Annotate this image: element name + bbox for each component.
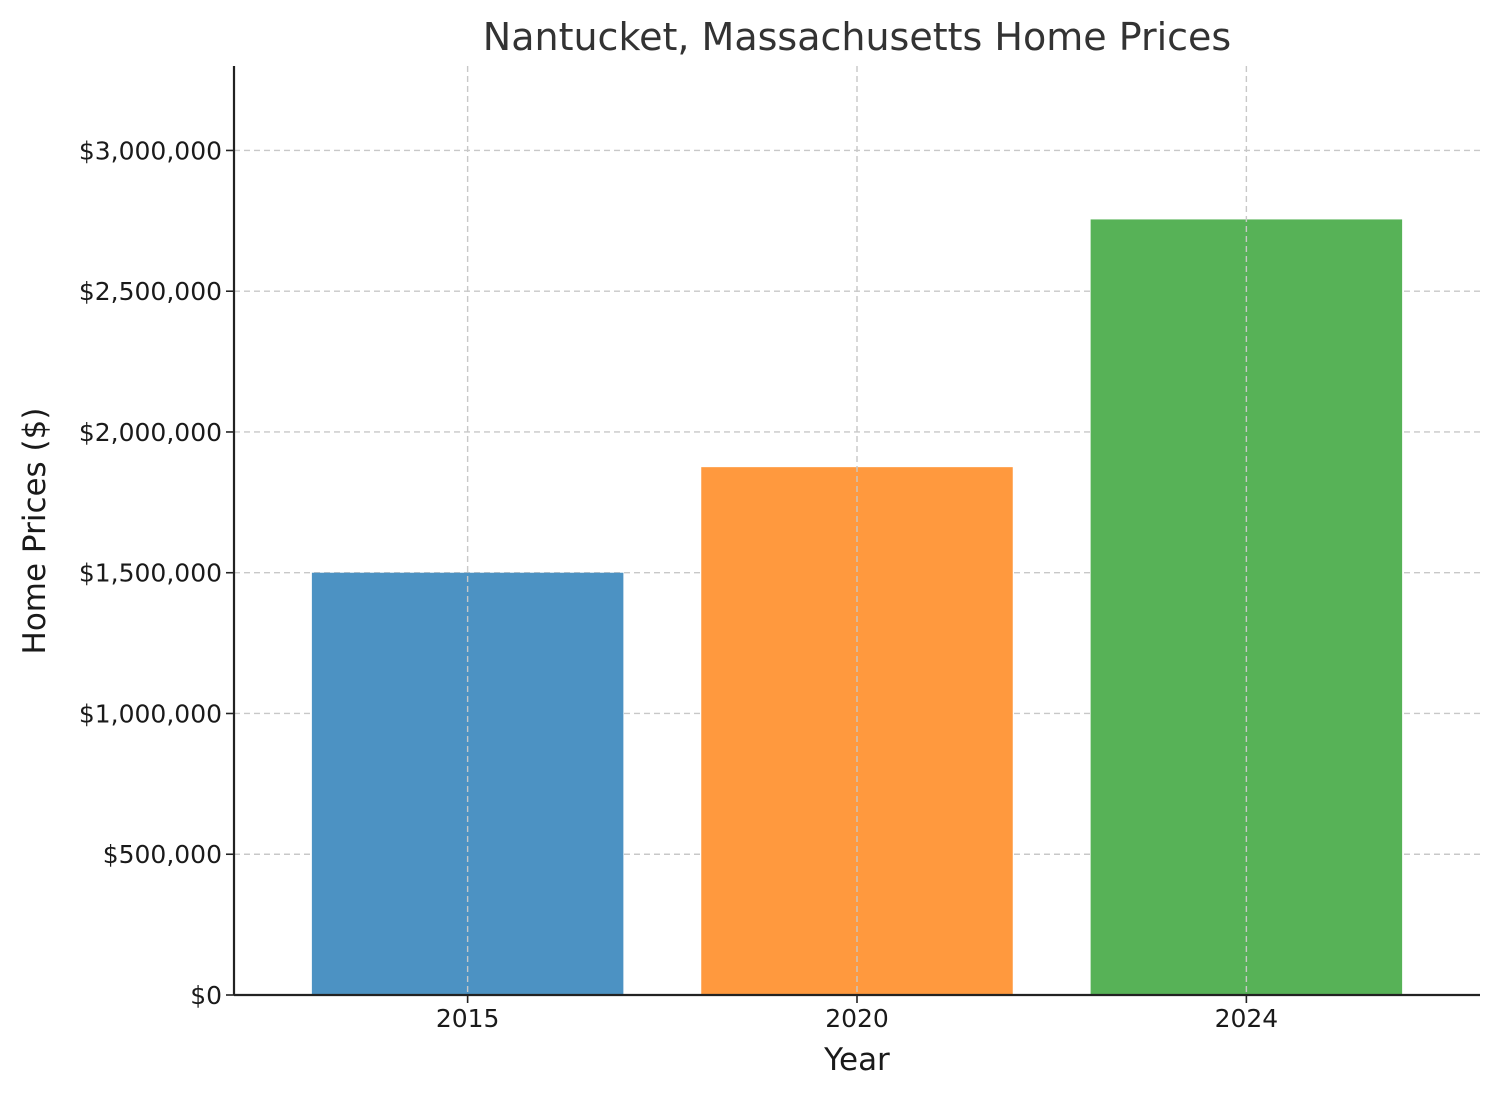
y-tick-label: $1,500,000 <box>79 559 222 588</box>
x-gridlines <box>466 66 1248 995</box>
x-axis-ticks: 2015 2020 2024 <box>436 995 1278 1033</box>
x-tick-label: 2020 <box>825 1004 889 1033</box>
y-tick-label: $0 <box>190 981 222 1010</box>
bar-2015 <box>311 572 624 995</box>
y-tick-label: $500,000 <box>103 840 222 869</box>
x-tick-label: 2015 <box>436 1004 500 1033</box>
y-axis-label: Home Prices ($) <box>17 408 53 655</box>
bars <box>311 219 1403 996</box>
y-axis-ticks: $0 $500,000 $1,000,000 $1,500,000 $2,000,000… <box>79 136 234 1010</box>
x-tick-label: 2024 <box>1215 1004 1279 1033</box>
y-tick-label: $2,500,000 <box>79 277 222 306</box>
y-tick-label: $1,000,000 <box>79 699 222 728</box>
y-tick-label: $3,000,000 <box>79 136 222 165</box>
x-axis-label: Year <box>823 1042 890 1078</box>
y-tick-label: $2,000,000 <box>79 418 222 447</box>
chart-title: Nantucket, Massachusetts Home Prices <box>483 15 1231 59</box>
